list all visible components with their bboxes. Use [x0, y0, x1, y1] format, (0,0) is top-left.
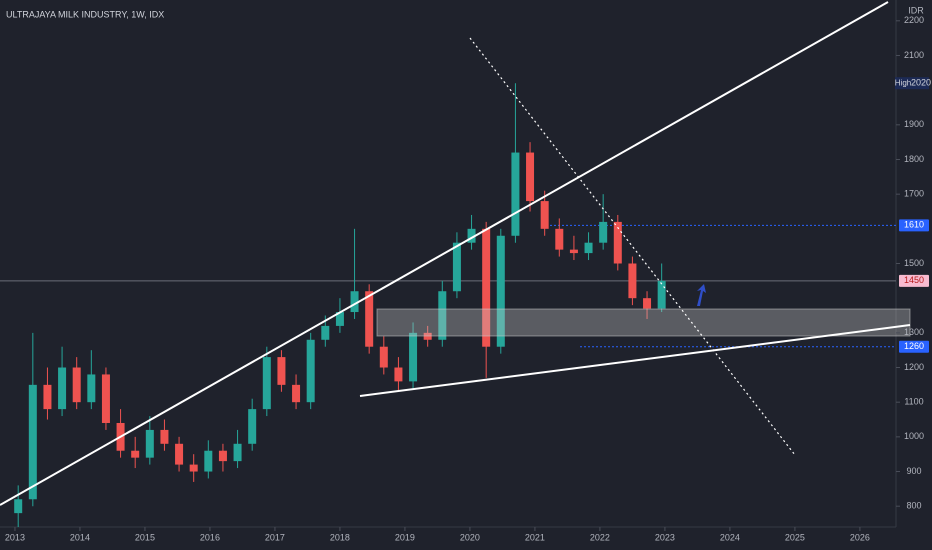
- candle-body: [526, 152, 535, 202]
- candle-body: [72, 367, 81, 403]
- candle-body: [204, 450, 213, 472]
- y-tick-label: 1800: [904, 154, 924, 164]
- candle-body: [321, 325, 330, 340]
- plot-area: [0, 83, 896, 527]
- candle-body: [394, 367, 403, 382]
- y-tick-label: 900: [906, 466, 921, 476]
- candle-body: [58, 367, 67, 410]
- y-tick-label: 2100: [904, 50, 924, 60]
- candle-body: [292, 384, 301, 403]
- candle-body: [335, 312, 344, 326]
- candle-body: [569, 249, 578, 254]
- candle-body: [599, 221, 608, 243]
- price-label-box: [899, 340, 929, 353]
- candle-body: [101, 374, 110, 423]
- price-label: 1610: [904, 220, 924, 230]
- y-tick-label: 800: [906, 501, 921, 511]
- price-label: 1450: [904, 275, 924, 285]
- candle-body: [628, 263, 637, 299]
- candle-body: [496, 235, 505, 347]
- candle-body: [43, 384, 52, 410]
- candle-body: [28, 384, 37, 500]
- price-label-box: [899, 219, 929, 232]
- y-tick-label: 1900: [904, 119, 924, 129]
- candle-body: [657, 280, 666, 309]
- candle-body: [365, 291, 374, 347]
- y-tick-label: 1500: [904, 258, 924, 268]
- x-tick-label: 2023: [655, 532, 675, 542]
- trend-line: [359, 324, 911, 397]
- candle-body: [643, 298, 652, 309]
- x-tick-label: 2022: [590, 532, 610, 542]
- y-tick-label: 1200: [904, 362, 924, 372]
- candle-body: [160, 429, 169, 444]
- y-tick-label: 2200: [904, 15, 924, 25]
- x-tick-label: 2020: [460, 532, 480, 542]
- x-tick-label: 2016: [200, 532, 220, 542]
- y-tick-label: 1300: [904, 327, 924, 337]
- candle-body: [511, 152, 520, 236]
- x-tick-label: 2017: [265, 532, 285, 542]
- candle-body: [555, 228, 564, 250]
- trend-line-dotted: [469, 37, 796, 456]
- arrow: [697, 284, 706, 306]
- x-tick-label: 2026: [850, 532, 870, 542]
- candle-body: [467, 228, 476, 243]
- y-tick-label: 1100: [904, 397, 923, 407]
- candle-body: [14, 499, 23, 514]
- x-tick-label: 2014: [70, 532, 90, 542]
- candle-body: [233, 443, 242, 462]
- candle-body: [306, 339, 315, 403]
- candle-body: [350, 291, 359, 313]
- price-label: 1260: [904, 341, 924, 351]
- candle-body: [262, 357, 271, 410]
- y-tick-label: 1000: [904, 431, 924, 441]
- candle-body: [175, 443, 184, 465]
- high-label: High: [895, 78, 911, 87]
- candle-body: [438, 291, 447, 340]
- currency-label: IDR: [908, 5, 924, 15]
- x-tick-label: 2018: [330, 532, 350, 542]
- x-tick-label: 2013: [5, 532, 25, 542]
- y-tick-label: 1700: [904, 189, 924, 199]
- candle-body: [409, 332, 418, 382]
- x-tick-label: 2015: [135, 532, 155, 542]
- chart-title: ULTRAJAYA MILK INDUSTRY, 1W, IDX: [6, 9, 164, 19]
- candle-body: [189, 464, 198, 472]
- candle-body: [540, 201, 549, 229]
- candle-body: [277, 357, 286, 385]
- high-value: 2020: [911, 78, 931, 88]
- candle-body: [452, 242, 461, 292]
- price-label-box: [899, 274, 929, 287]
- candle-body: [145, 429, 154, 458]
- high-label-box: [895, 77, 929, 90]
- trend-line: [0, 1, 889, 506]
- support-zone: [376, 308, 911, 337]
- candle-body: [131, 450, 140, 458]
- candle-body: [584, 242, 593, 254]
- candle-body: [482, 228, 491, 347]
- drawings: [0, 1, 911, 506]
- x-tick-label: 2021: [525, 532, 545, 542]
- candle-body: [87, 374, 96, 403]
- x-tick-label: 2024: [720, 532, 740, 542]
- candle-body: [248, 409, 257, 444]
- candle-body: [379, 346, 388, 368]
- x-tick-label: 2025: [785, 532, 805, 542]
- x-tick-label: 2019: [395, 532, 415, 542]
- candle-body: [218, 450, 227, 462]
- candle-body: [613, 221, 622, 264]
